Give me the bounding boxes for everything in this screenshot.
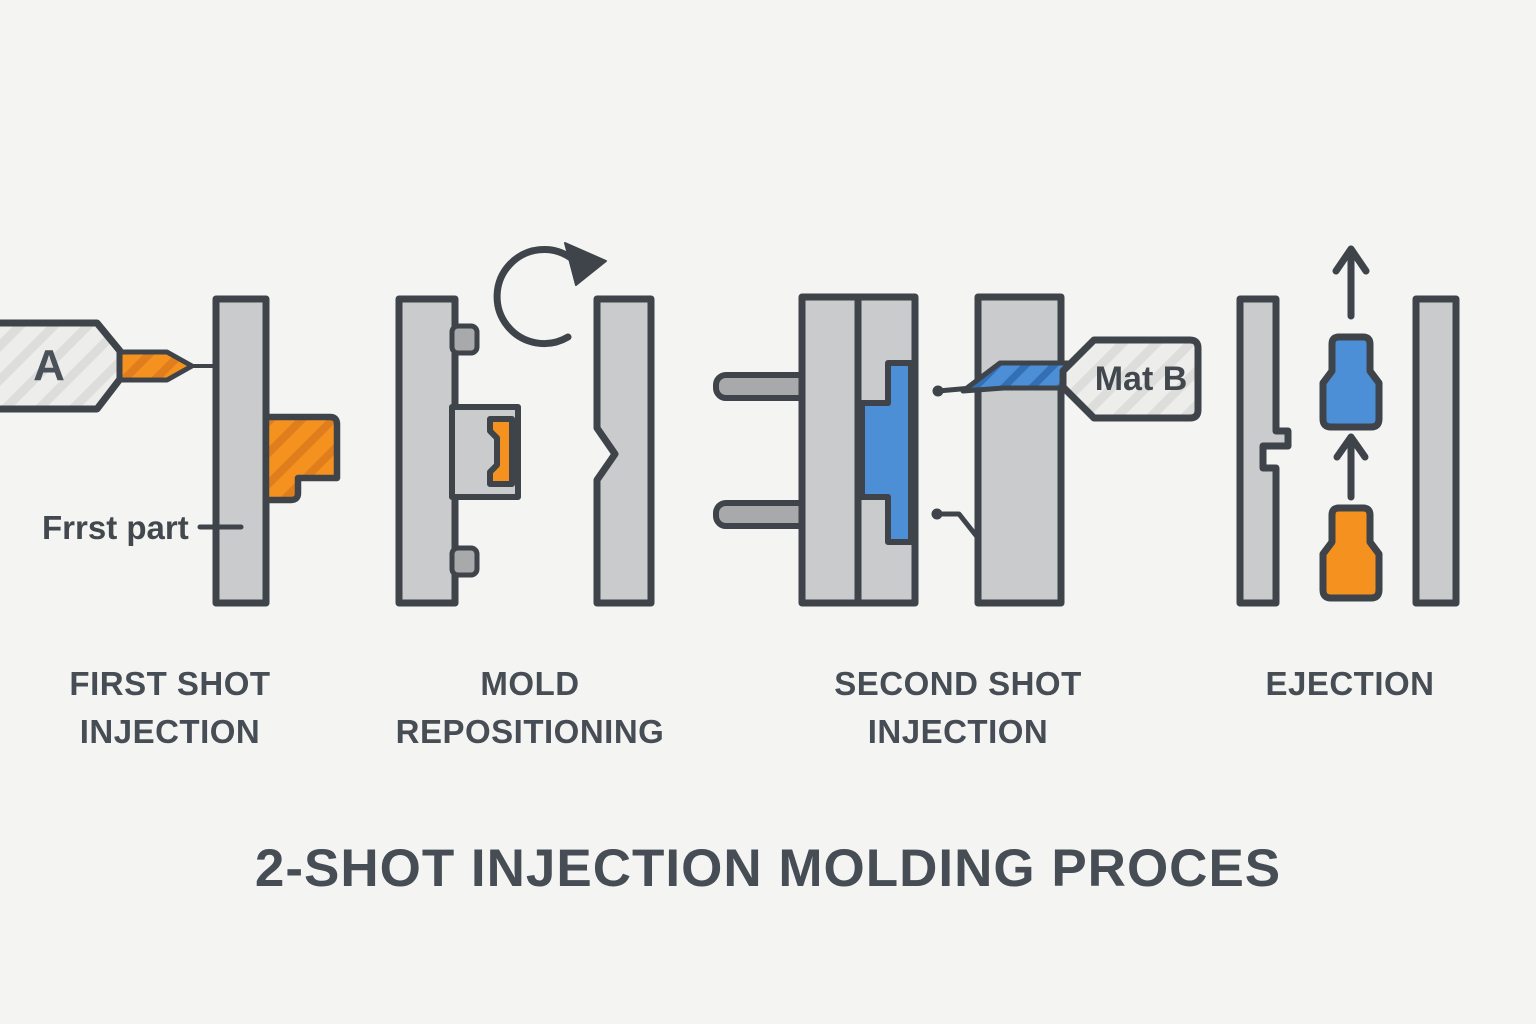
cavity-plate [974,293,1065,607]
latch-line-bottom [934,511,981,541]
rotation-arrowhead [564,242,607,286]
stage-label-line: INJECTION [867,713,1049,750]
stage-label-mold-repositioning: MOLD REPOSITIONING [370,660,690,756]
first-part-label: Frrst part [42,509,189,546]
stage-label-ejection: EJECTION [1190,660,1510,708]
stage-label-line: EJECTION [1265,665,1435,702]
stage-label-second-shot: SECOND SHOT INJECTION [798,660,1118,756]
material-b-label: Mat B [1094,360,1188,398]
rotation-arrow-icon [493,246,575,347]
ejection-plate-left [1236,295,1292,607]
stage-label-line: FIRST SHOT [69,665,271,702]
stage-first-shot-graphic [0,295,341,607]
stage-label-line: INJECTION [79,713,261,750]
stage-mold-repositioning-graphic [395,242,655,607]
mold-plate-a [798,293,862,607]
repositioned-part [487,416,515,487]
injection-stream-a [117,349,195,383]
stage-second-shot-graphic [713,293,1202,607]
arrow-up-head-middle [1333,433,1369,461]
ejector-pin-bottom [713,500,811,529]
locating-tab-bottom [449,545,480,578]
locating-tab-top [449,323,480,356]
ejected-part-orange [1323,508,1379,598]
first-part [262,413,341,504]
ejected-part-blue [1323,337,1379,427]
core-plate [212,295,270,607]
stage-label-line: SECOND SHOT [834,665,1082,702]
stage-label-line: REPOSITIONING [395,713,665,750]
ejector-pin-top [713,372,811,401]
diagram-title: 2-SHOT INJECTION MOLDING PROCES [254,839,1282,898]
nozzle-b-body [1059,336,1202,422]
moving-plate [395,295,459,607]
ejection-plate-right [1412,295,1460,607]
stage-label-line: MOLD [480,665,580,702]
material-a-label: A [33,341,65,390]
cavity-plate-notched [593,295,655,607]
stage-label-first-shot: FIRST SHOT INJECTION [10,660,330,756]
second-shot-part [859,360,914,545]
stage-ejection-graphic [1236,245,1460,607]
arrow-up-head-top [1332,245,1370,275]
